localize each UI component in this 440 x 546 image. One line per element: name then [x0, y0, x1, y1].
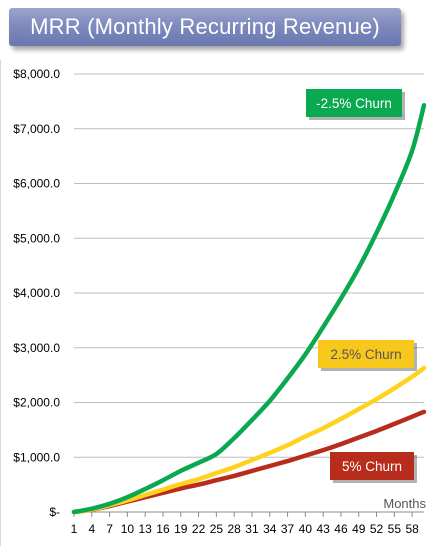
y-tick-label: $7,000.0	[13, 122, 60, 136]
series-line-0	[71, 102, 427, 515]
x-tick-label: 1	[71, 522, 78, 536]
y-tick-label: $5,000.0	[13, 231, 60, 245]
x-tick-label: 52	[370, 522, 384, 536]
x-tick-label: 22	[192, 522, 206, 536]
x-tick-label: 4	[88, 522, 95, 536]
x-tick-label: 10	[121, 522, 135, 536]
x-tick-label: 43	[316, 522, 330, 536]
x-tick-label: 25	[210, 522, 224, 536]
y-tick-label: $4,000.0	[13, 286, 60, 300]
x-tick-label: 19	[174, 522, 188, 536]
series-label-box	[318, 340, 414, 368]
x-tick-label: 28	[227, 522, 241, 536]
x-tick-label: 37	[281, 522, 295, 536]
x-tick-label: 34	[263, 522, 277, 536]
y-tick-label: $3,000.0	[13, 341, 60, 355]
y-tick-label: $2,000.0	[13, 396, 60, 410]
series-lines	[71, 102, 427, 515]
series-label: 2.5% Churn	[330, 347, 401, 362]
series-label-box	[306, 89, 402, 117]
x-tick-label: 31	[245, 522, 259, 536]
series-labels: -2.5% Churn 2.5% Churn 5% Churn	[306, 89, 417, 483]
series-label: -2.5% Churn	[316, 96, 392, 111]
series-label: 5% Churn	[342, 459, 402, 474]
y-tick-label: $-	[49, 505, 60, 519]
x-tick-label: 40	[299, 522, 313, 536]
x-tick-label: 46	[334, 522, 348, 536]
x-tick-label: 55	[388, 522, 402, 536]
y-tick-label: $6,000.0	[13, 177, 60, 191]
x-tick-label: 49	[352, 522, 366, 536]
chart-title: MRR (Monthly Recurring Revenue)	[9, 8, 401, 46]
y-axis-ticks: $- $1,000.0 $2,000.0 $3,000.0 $4,000.0 $5,000…	[13, 67, 60, 519]
series-label-box	[330, 452, 414, 480]
series-line-1	[71, 365, 427, 515]
x-tick-label: 58	[405, 522, 419, 536]
x-axis-label: Months	[383, 496, 426, 511]
x-axis-ticks: 1 4 7 10 13 16 19 22 25 28 31 34 37 40 43 46 49 52 55 58	[71, 512, 419, 536]
chart-area	[0, 60, 440, 546]
y-tick-label: $1,000.0	[13, 450, 60, 464]
gridlines	[74, 73, 424, 458]
y-tick-label: $8,000.0	[13, 67, 60, 81]
x-tick-label: 16	[156, 522, 170, 536]
x-tick-label: 13	[139, 522, 153, 536]
x-tick-label: 7	[106, 522, 113, 536]
